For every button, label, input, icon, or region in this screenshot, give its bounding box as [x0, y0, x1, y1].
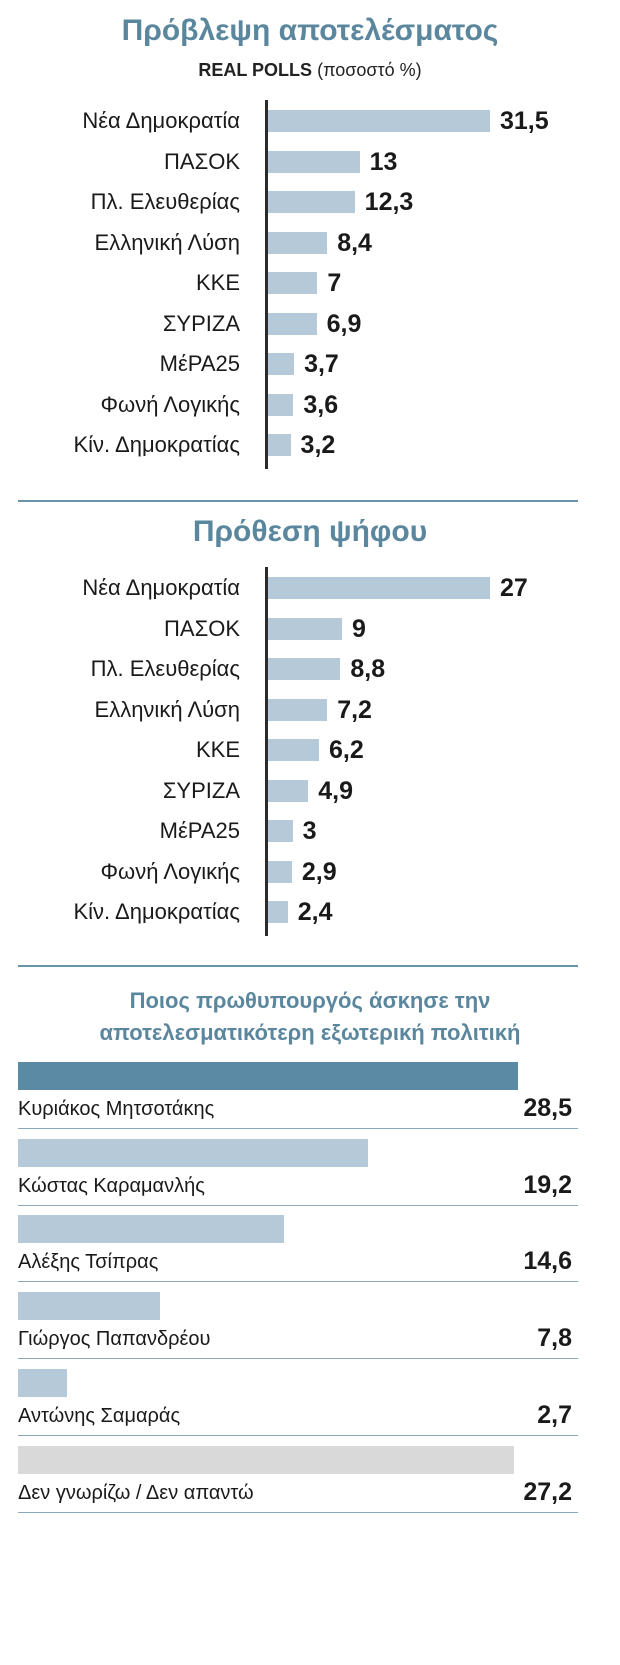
bar: [268, 231, 328, 254]
value-label: 9: [352, 614, 366, 643]
category-label: Κυριάκος Μητσοτάκης: [18, 1098, 215, 1120]
value-label: 27,2: [523, 1477, 572, 1506]
category-label: ΚΚΕ: [195, 737, 240, 762]
category-label: Πλ. Ελευθερίας: [90, 656, 240, 681]
category-label: Φωνή Λογικής: [100, 858, 240, 884]
bar: [268, 658, 341, 680]
category-label: ΣΥΡΙΖΑ: [162, 310, 240, 336]
category-label: Κώστας Καραμανλής: [18, 1174, 205, 1197]
bar: [268, 393, 294, 416]
row-separator: [18, 1511, 578, 1513]
value-label: 8,8: [350, 655, 386, 683]
bar: [18, 1368, 68, 1397]
value-label: 6,2: [328, 736, 364, 764]
value-label: 3,6: [303, 390, 339, 419]
value-label: 2,7: [537, 1400, 572, 1429]
category-label: Δεν γνωρίζω / Δεν απαντώ: [18, 1481, 254, 1504]
bar: [268, 698, 328, 721]
bar: [268, 191, 355, 213]
row-separator: [18, 1204, 578, 1206]
bar: [268, 739, 319, 761]
bar: [268, 779, 309, 802]
value-label: 3: [302, 817, 317, 845]
chart1-subtitle-source: REAL POLLS: [198, 60, 313, 80]
chart3-title-line: αποτελεσματικότερη εξωτερική πολιτική: [99, 1020, 521, 1045]
category-label: ΣΥΡΙΖΑ: [162, 777, 240, 803]
value-label: 31,5: [500, 107, 549, 135]
axis-line: [265, 100, 268, 469]
bar: [18, 1215, 285, 1244]
bar: [18, 1138, 369, 1167]
chart3-title: Ποιος πρωθυπουργός άσκησε την αποτελεσμα…: [0, 985, 620, 1049]
bar: [18, 1292, 161, 1321]
axis-line: [265, 567, 268, 936]
value-label: 12,3: [364, 188, 414, 216]
category-label: Αντώνης Σαμαράς: [18, 1404, 181, 1427]
category-label: Νέα Δημοκρατία: [82, 575, 240, 600]
chart1-subtitle: REAL POLLS (ποσοστό %): [0, 60, 620, 81]
value-label: 7,2: [337, 695, 372, 724]
section-divider: [18, 965, 578, 967]
bar: [268, 577, 490, 599]
row-separator: [18, 1128, 578, 1129]
category-label: Ελληνική Λύση: [94, 696, 240, 722]
category-label: Ελληνική Λύση: [94, 229, 240, 255]
bar: [18, 1062, 518, 1090]
bar: [268, 272, 318, 294]
category-label: Γιώργος Παπανδρέου: [18, 1328, 211, 1351]
bar: [268, 617, 342, 640]
chart2-title: Πρόθεση ψήφου: [192, 515, 428, 548]
category-label: Κίν. Δημοκρατίας: [73, 899, 240, 924]
value-label: 14,6: [523, 1247, 572, 1276]
value-label: 6,9: [326, 309, 362, 338]
row-separator: [18, 1358, 578, 1360]
value-label: 4,9: [318, 776, 354, 805]
value-label: 7,8: [537, 1324, 572, 1353]
section-divider: [18, 500, 578, 502]
row-separator: [18, 1434, 578, 1436]
category-label: ΜέΡΑ25: [159, 818, 240, 843]
bar: [268, 434, 291, 456]
bar: [268, 820, 293, 842]
category-label: ΜέΡΑ25: [159, 351, 240, 376]
bar: [268, 110, 490, 132]
bar: [268, 312, 317, 335]
value-label: 2,9: [301, 857, 337, 886]
value-label: 2,4: [297, 898, 333, 926]
value-label: 7: [327, 269, 342, 297]
bar: [268, 150, 360, 173]
bar: [268, 353, 295, 375]
bar: [268, 860, 292, 883]
category-label: ΠΑΣΟΚ: [164, 148, 240, 174]
category-label: Πλ. Ελευθερίας: [90, 189, 240, 214]
chart1-subtitle-unit: (ποσοστό %): [317, 60, 422, 80]
value-label: 27: [500, 574, 528, 602]
value-label: 3,2: [300, 431, 336, 459]
chart1-title: Πρόβλεψη αποτελέσματος: [121, 14, 499, 47]
category-label: Φωνή Λογικής: [100, 391, 240, 417]
bar: [18, 1445, 515, 1474]
bar: [268, 901, 288, 923]
value-label: 19,2: [523, 1170, 572, 1199]
category-label: ΚΚΕ: [195, 270, 240, 295]
row-separator: [18, 1281, 578, 1283]
category-label: Αλέξης Τσίπρας: [18, 1251, 159, 1274]
value-label: 8,4: [337, 228, 372, 257]
chart3-title-line: Ποιος πρωθυπουργός άσκησε την: [129, 988, 491, 1013]
value-label: 3,7: [304, 350, 339, 378]
value-label: 28,5: [523, 1094, 572, 1122]
value-label: 13: [369, 147, 398, 176]
category-label: ΠΑΣΟΚ: [164, 615, 240, 641]
category-label: Νέα Δημοκρατία: [82, 108, 240, 133]
category-label: Κίν. Δημοκρατίας: [73, 432, 240, 457]
